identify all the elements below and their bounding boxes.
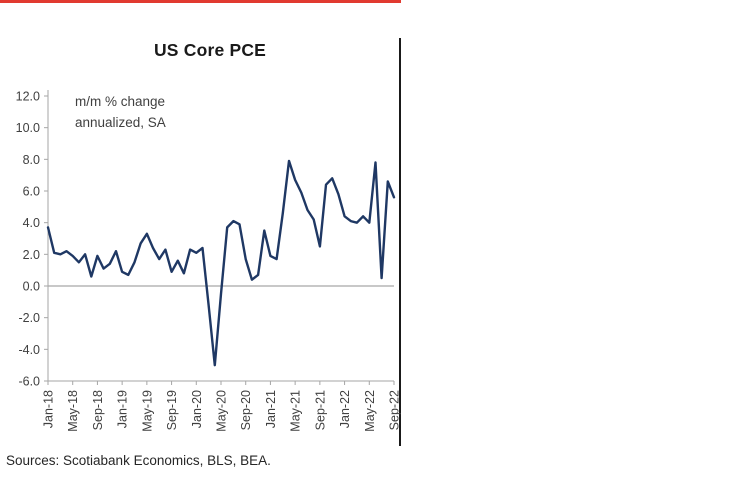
units-annotation-line2: annualized, SA xyxy=(75,114,166,130)
x-axis-tick-label: May-18 xyxy=(66,390,80,432)
right-panel-divider xyxy=(399,38,401,446)
y-axis-tick-label: 8.0 xyxy=(23,153,40,167)
x-axis-tick-label: Jan-18 xyxy=(42,390,56,428)
y-axis-tick-label: -2.0 xyxy=(18,311,40,325)
x-axis-tick-label: Jan-22 xyxy=(338,390,352,428)
y-axis-tick-label: 6.0 xyxy=(23,185,40,199)
x-axis-tick-label: Sep-21 xyxy=(313,390,327,430)
data-line-us-core-pce xyxy=(46,159,396,367)
y-axis-tick-label: -4.0 xyxy=(18,343,40,357)
x-axis-tick-label: May-19 xyxy=(140,390,154,432)
x-axis-tick-label: Jan-19 xyxy=(116,390,130,428)
y-axis-tick-label: 12.0 xyxy=(16,90,40,104)
x-axis-tick-label: Sep-18 xyxy=(91,390,105,430)
units-annotation: m/m % change annualized, SA xyxy=(75,92,166,134)
y-axis-tick-label: -6.0 xyxy=(18,375,40,389)
x-axis-tick-label: Jan-21 xyxy=(264,390,278,428)
units-annotation-line1: m/m % change xyxy=(75,94,166,109)
top-accent-bar xyxy=(0,0,401,3)
x-axis-tick-label: Sep-22 xyxy=(388,390,402,430)
source-note: Sources: Scotiabank Economics, BLS, BEA. xyxy=(6,453,271,468)
y-axis-tick-label: 10.0 xyxy=(16,121,40,135)
y-axis-tick-label: 0.0 xyxy=(23,280,40,294)
chart-title: US Core PCE xyxy=(153,40,267,60)
x-axis-tick-label: May-20 xyxy=(215,390,229,432)
x-axis-tick-label: Jan-20 xyxy=(190,390,204,428)
x-axis-tick-label: Sep-19 xyxy=(165,390,179,430)
x-axis-tick-label: May-22 xyxy=(363,390,377,432)
x-axis-tick-label: May-21 xyxy=(289,390,303,432)
y-axis-tick-label: 2.0 xyxy=(23,248,40,262)
line-chart: 12.010.08.06.04.02.00.0-2.0-4.0-6.0Jan-1… xyxy=(16,90,402,432)
y-axis-tick-label: 4.0 xyxy=(23,216,40,230)
x-axis-tick-label: Sep-20 xyxy=(239,390,253,430)
